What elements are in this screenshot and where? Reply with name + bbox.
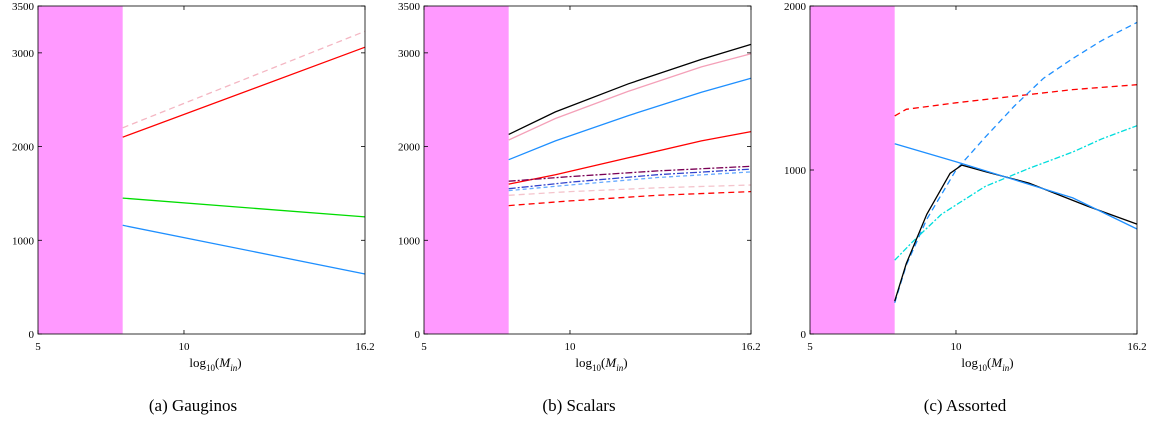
series-line-2 (894, 21, 1138, 303)
x-axis-label: log10(Min) (189, 355, 241, 373)
y-tick-label: 2000 (398, 142, 421, 154)
excluded-region (38, 6, 123, 334)
y-tick-label: 3500 (12, 1, 35, 13)
x-tick-label: 16.2 (1127, 341, 1146, 353)
x-tick-label: 10 (950, 341, 962, 353)
series-line-1 (508, 43, 752, 135)
series-line-5 (508, 165, 752, 182)
excluded-region (424, 6, 509, 334)
y-tick-label: 3500 (398, 1, 421, 13)
series-line-4 (894, 164, 1138, 302)
series-line-3 (894, 125, 1138, 261)
x-tick-label: 5 (35, 341, 41, 353)
series-line-3 (508, 77, 752, 161)
x-axis-label: log10(Min) (961, 355, 1013, 373)
chart-assorted: 5 10 16.2 0 1000 2000 log10(Min) (784, 1, 1147, 373)
series-line-4 (508, 130, 752, 185)
plot-frame (423, 5, 752, 335)
x-tick-label: 10 (564, 341, 576, 353)
y-tick-label: 0 (801, 329, 807, 341)
caption-gauginos: (a) Gauginos (148, 396, 238, 415)
series-line-4 (122, 224, 366, 275)
panel-scalars: 5 10 16.2 0 1000 2000 3000 3500 log10(Min) (b) S… (386, 0, 772, 428)
plot-frame (37, 5, 366, 335)
series-line-7 (508, 171, 752, 192)
series-line-2 (122, 46, 366, 138)
series-line-1 (894, 84, 1138, 117)
y-tick-label: 1000 (12, 235, 35, 247)
caption-assorted: (c) Assorted (923, 396, 1007, 415)
y-tick-label: 0 (415, 329, 421, 341)
y-tick-label: 3000 (12, 48, 35, 60)
series-line-6 (508, 168, 752, 190)
x-tick-label: 5 (807, 341, 813, 353)
y-tick-label: 1000 (784, 165, 807, 177)
x-tick-label: 16.2 (741, 341, 760, 353)
series-line-5 (894, 143, 1138, 230)
caption-scalars: (b) Scalars (542, 396, 616, 415)
x-tick-label: 10 (178, 341, 190, 353)
y-tick-label: 2000 (12, 142, 35, 154)
series-line-3 (122, 197, 366, 218)
y-tick-label: 3000 (398, 48, 421, 60)
excluded-region (810, 6, 895, 334)
series-line-2 (508, 53, 752, 141)
chart-scalars: 5 10 16.2 0 1000 2000 3000 3500 log10(Min) (398, 1, 761, 373)
series-line-8 (508, 184, 752, 196)
panel-assorted: 5 10 16.2 0 1000 2000 log10(Min) (c) Assorted (772, 0, 1158, 428)
series-line-1 (122, 30, 366, 129)
x-tick-label: 16.2 (355, 341, 374, 353)
panel-gauginos: 5 10 16.2 0 1000 2000 3000 3500 log10(Min) (a) G… (0, 0, 386, 428)
y-tick-label: 1000 (398, 235, 421, 247)
y-tick-label: 2000 (784, 1, 807, 13)
chart-gauginos: 5 10 16.2 0 1000 2000 3000 3500 log10(Min) (12, 1, 375, 373)
y-tick-label: 0 (29, 329, 35, 341)
series-line-9 (508, 190, 752, 207)
x-axis-label: log10(Min) (575, 355, 627, 373)
x-tick-label: 5 (421, 341, 427, 353)
